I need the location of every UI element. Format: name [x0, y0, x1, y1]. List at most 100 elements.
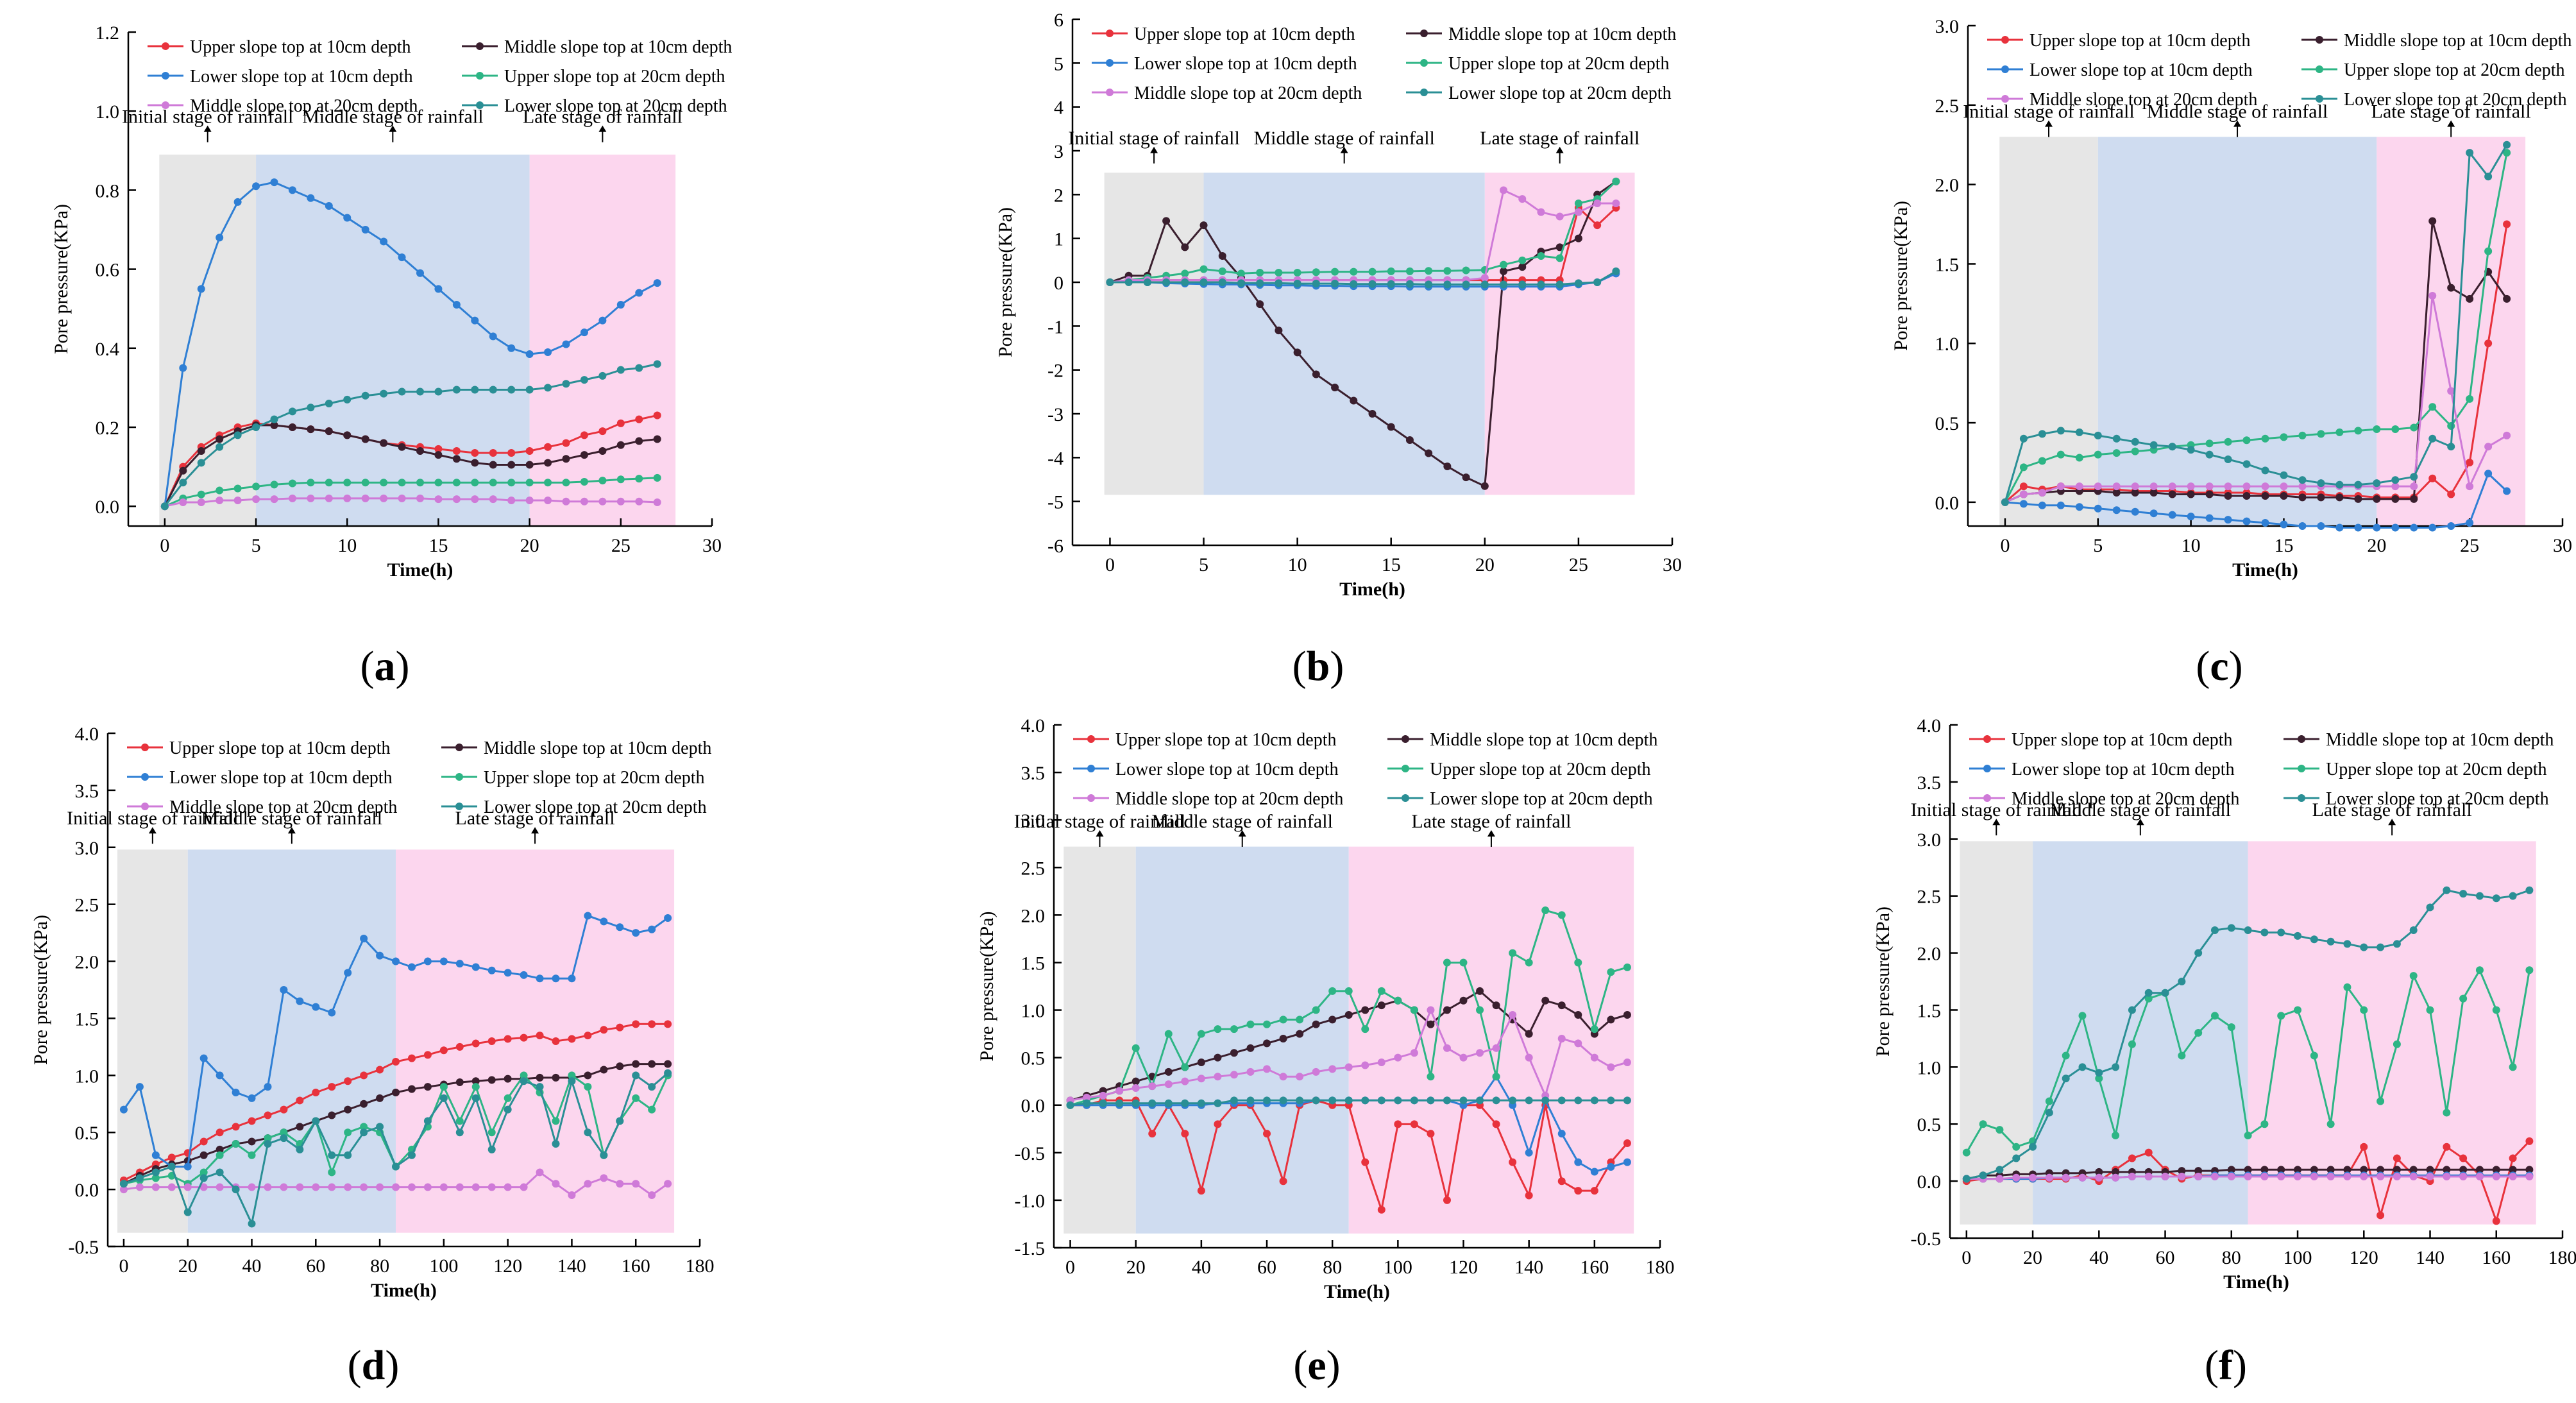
data-point: [1263, 1096, 1271, 1105]
x-axis-title: Time(h): [2232, 559, 2298, 581]
data-point: [2260, 1173, 2269, 1180]
data-point: [344, 1183, 352, 1191]
data-point: [392, 957, 400, 965]
legend-label: Lower slope top at 10cm depth: [2012, 760, 2235, 779]
data-point: [520, 971, 528, 979]
data-point: [2525, 966, 2534, 974]
legend-marker: [162, 101, 169, 109]
data-point: [1246, 1067, 1255, 1076]
data-point: [1387, 267, 1395, 275]
legend-marker: [2298, 794, 2305, 802]
y-tick-label: -6: [1047, 536, 1063, 557]
legend-marker: [1983, 765, 1991, 772]
data-point: [2484, 470, 2493, 478]
legend-label: Middle slope top at 10cm depth: [1430, 730, 1657, 750]
data-point: [1443, 958, 1451, 967]
data-point: [648, 1060, 656, 1068]
data-point: [2343, 983, 2351, 991]
data-point: [1480, 482, 1489, 490]
data-point: [216, 496, 224, 504]
data-point: [179, 498, 187, 507]
data-point: [2128, 1006, 2136, 1014]
data-point: [2131, 482, 2139, 491]
data-point: [307, 404, 315, 412]
data-point: [1405, 436, 1414, 444]
data-point: [1593, 221, 1602, 230]
data-point: [1427, 1096, 1435, 1105]
data-point: [1328, 987, 1337, 995]
data-point: [616, 923, 624, 931]
data-point: [264, 1140, 272, 1148]
data-point: [2019, 434, 2028, 443]
data-point: [600, 1026, 608, 1034]
data-point: [1312, 268, 1320, 276]
x-tick-label: 140: [2416, 1247, 2445, 1268]
stage-label: Late stage of rainfall: [523, 106, 682, 128]
legend-marker: [1402, 794, 1409, 802]
panel-caption: (b): [1292, 643, 1344, 690]
data-point: [197, 498, 205, 507]
data-point: [1557, 1130, 1566, 1138]
data-point: [434, 387, 443, 396]
data-point: [1537, 252, 1545, 260]
data-point: [552, 1140, 560, 1148]
data-point: [343, 395, 352, 404]
stage-label: Middle stage of rainfall: [2050, 799, 2231, 821]
data-point: [2095, 1168, 2103, 1176]
data-point: [2227, 1173, 2235, 1180]
data-point: [1607, 1096, 1615, 1105]
data-point: [1509, 1010, 1517, 1019]
data-point: [2503, 487, 2511, 495]
data-point: [2038, 457, 2046, 465]
data-point: [632, 1071, 640, 1080]
x-tick-label: 15: [2274, 535, 2293, 556]
data-point: [328, 1008, 336, 1017]
legend-label: Lower slope top at 10cm depth: [1134, 54, 1357, 74]
data-point: [199, 1137, 208, 1146]
data-point: [2144, 989, 2153, 997]
data-point: [2410, 482, 2418, 491]
data-point: [520, 1033, 528, 1042]
data-point: [2128, 1173, 2136, 1180]
data-point: [1593, 200, 1602, 207]
data-point: [544, 348, 552, 356]
data-point: [328, 1183, 336, 1191]
data-point: [2492, 1166, 2500, 1174]
x-tick-label: 10: [337, 535, 357, 556]
data-point: [2112, 1168, 2120, 1176]
data-point: [1425, 267, 1433, 275]
series-line: [1110, 272, 1616, 288]
data-point: [653, 279, 661, 287]
stage-arrowhead: [148, 827, 157, 834]
data-point: [598, 316, 607, 325]
data-point: [1312, 1006, 1320, 1014]
stage-band: [117, 849, 188, 1233]
stage-label: Late stage of rainfall: [1411, 811, 1571, 832]
legend-label: Upper slope top at 10cm depth: [169, 738, 390, 758]
data-point: [1143, 278, 1151, 286]
data-point: [1181, 1063, 1189, 1071]
data-point: [2144, 1148, 2153, 1157]
data-point: [504, 1035, 512, 1043]
data-point: [1607, 1063, 1615, 1071]
data-point: [361, 226, 369, 234]
data-point: [2443, 1166, 2451, 1174]
data-point: [2261, 466, 2269, 475]
stage-label: Initial stage of rainfall: [1911, 799, 2082, 821]
data-point: [216, 1168, 224, 1177]
data-point: [1214, 1025, 1222, 1033]
data-point: [2112, 434, 2121, 443]
chart-panel: -6 -5 -4 -3 -2 -1 0 1 2 3 4 5 6 0 5 10 15 20 25 30 Time(h) Po…: [995, 10, 1682, 690]
x-axis-title: Time(h): [2223, 1271, 2289, 1293]
data-point: [2373, 479, 2381, 488]
data-point: [248, 1151, 256, 1159]
data-point: [1099, 1099, 1107, 1107]
data-point: [1525, 1053, 1533, 1062]
y-tick-label: -0.5: [1911, 1229, 1942, 1250]
data-point: [248, 1220, 256, 1228]
data-point: [2001, 498, 2009, 506]
data-point: [600, 1151, 608, 1159]
legend-marker: [162, 72, 169, 80]
x-tick-label: 0: [1105, 554, 1115, 575]
data-point: [504, 969, 512, 977]
